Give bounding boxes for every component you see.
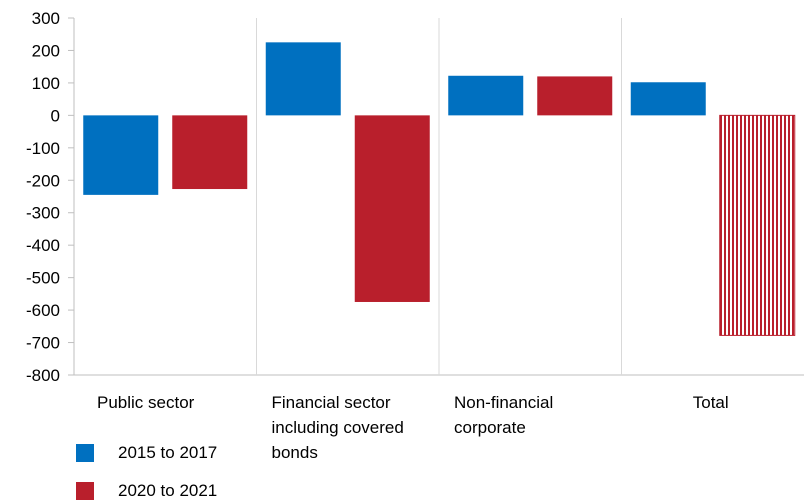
bar-series2 <box>537 76 613 116</box>
y-tick-label: -300 <box>26 204 60 223</box>
y-tick-label: -700 <box>26 334 60 353</box>
legend-swatch-2 <box>76 482 94 500</box>
y-tick-label: -200 <box>26 171 60 190</box>
legend-item-1: 2015 to 2017 <box>76 443 217 463</box>
bar-series2 <box>719 114 796 336</box>
legend-label-2: 2020 to 2021 <box>118 481 218 500</box>
category-label: Total <box>693 393 729 412</box>
bar-series1 <box>630 82 706 116</box>
y-tick-label: 100 <box>32 74 60 93</box>
y-tick-label: -100 <box>26 139 60 158</box>
category-label: Financial sector including covered bonds <box>272 393 404 462</box>
y-tick-label: 300 <box>32 9 60 28</box>
y-tick-label: -600 <box>26 301 60 320</box>
legend-label-1: 2015 to 2017 <box>118 443 218 462</box>
bar-series1 <box>265 42 341 116</box>
category-label: Public sector <box>97 393 195 412</box>
y-tick-label: -400 <box>26 236 60 255</box>
y-tick-label: 0 <box>51 106 60 125</box>
y-tick-label: -500 <box>26 269 60 288</box>
bar-series2 <box>172 115 248 190</box>
y-tick-label: 200 <box>32 41 60 60</box>
legend-item-2: 2020 to 2021 <box>76 481 217 501</box>
y-tick-label: -800 <box>26 366 60 385</box>
bar-series1 <box>83 115 159 195</box>
legend-swatch-1 <box>76 444 94 462</box>
bar-series2 <box>354 115 430 302</box>
category-label: Non-financial corporate <box>454 393 553 437</box>
bar-series1 <box>448 75 524 116</box>
